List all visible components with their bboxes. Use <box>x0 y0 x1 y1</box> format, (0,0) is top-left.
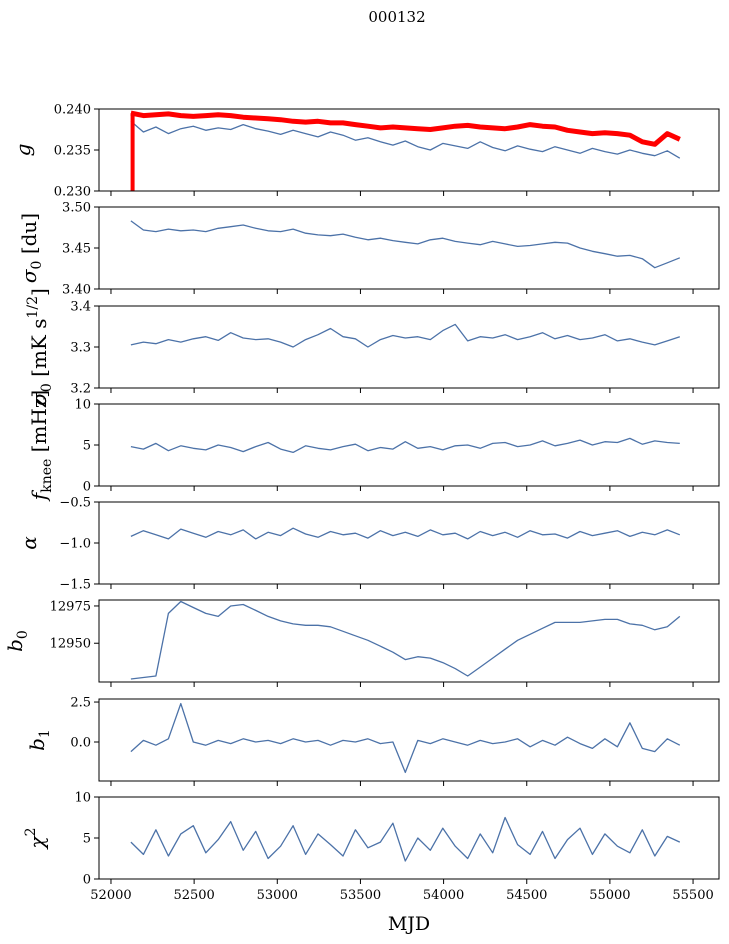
series-line-g <box>130 120 681 159</box>
x-tick-label: 54500 <box>506 888 547 903</box>
panel-7: 0 5 10 52000 52500 53000 53500 54000 54500 55000 5… <box>23 791 720 903</box>
y-tick-label: 3.40 <box>62 283 91 298</box>
y-tick-label: 3.2 <box>70 382 91 397</box>
y-axis-label: σ0 [du] <box>17 213 45 283</box>
y-axis-label: σ0 [mK s1/2] <box>25 288 55 406</box>
y-tick-label: −1.5 <box>59 578 91 593</box>
y-axis-label: g <box>11 144 35 157</box>
y-tick-label: 3.3 <box>70 341 91 356</box>
y-tick-label: 3.45 <box>62 242 91 257</box>
x-tick-label: 53000 <box>257 888 298 903</box>
y-tick-label: 0 <box>83 480 91 495</box>
y-tick-label: 12950 <box>50 637 91 652</box>
panel-4: −1.5 −1.0 −0.5 α <box>17 496 720 593</box>
x-tick-label: 53500 <box>340 888 381 903</box>
y-tick-label: 12975 <box>50 599 91 614</box>
series-line-chi2 <box>130 816 681 862</box>
series-line-b0 <box>130 600 681 680</box>
series-line-g-reference <box>130 110 681 147</box>
y-tick-label: 0.240 <box>54 103 91 118</box>
y-tick-label: 3.50 <box>62 201 91 216</box>
panel-frame <box>98 501 720 585</box>
x-tick-label: 54000 <box>423 888 464 903</box>
y-axis-label: b1 <box>25 729 53 751</box>
y-tick-label: 0.230 <box>54 185 91 200</box>
y-tick-label: 10 <box>74 791 91 806</box>
x-tick-label: 55500 <box>672 888 713 903</box>
panel-frame <box>98 599 720 683</box>
panel-frame <box>98 698 720 782</box>
y-tick-label: 2.5 <box>70 696 91 711</box>
series-line-alpha <box>130 527 681 540</box>
y-axis-label: α <box>17 536 41 550</box>
series-line-sigma0-du <box>130 220 681 269</box>
panel-0: 0.230 0.235 0.240 g <box>11 103 720 200</box>
series-line-b1 <box>130 702 681 774</box>
panel-5: 12950 12975 b0 <box>3 599 720 687</box>
series-line-fknee <box>130 437 680 454</box>
y-tick-label: −1.0 <box>59 537 91 552</box>
panel-2: 3.2 3.3 3.4 σ0 [mK s1/2] <box>25 288 720 406</box>
y-tick-label: 5 <box>83 832 91 847</box>
y-axis-label: χ2 <box>23 827 49 850</box>
panel-frame <box>98 796 720 880</box>
x-tick-label: 55000 <box>589 888 630 903</box>
y-axis-label: fknee [mHz] <box>27 390 55 502</box>
panel-frame <box>98 403 720 487</box>
y-tick-label: 5 <box>83 439 91 454</box>
panel-frame <box>98 108 720 192</box>
y-tick-label: −0.5 <box>59 496 91 511</box>
x-axis-label: MJD <box>388 913 430 935</box>
panel-frame <box>98 206 720 290</box>
y-tick-label: 10 <box>74 398 91 413</box>
y-tick-label: 0.235 <box>54 144 91 159</box>
x-tick-label: 52500 <box>173 888 214 903</box>
panel-6: 0.0 2.5 b1 <box>25 696 720 786</box>
y-axis-label: b0 <box>3 630 31 652</box>
chart-title: 000132 <box>368 8 425 26</box>
y-tick-label: 0 <box>83 873 91 888</box>
panel-frame <box>98 305 720 389</box>
panel-1: 3.40 3.45 3.50 σ0 [du] <box>17 201 720 298</box>
y-tick-label: 0.0 <box>70 735 91 750</box>
series-line-sigma0-mK <box>130 323 681 348</box>
panel-3: 0 5 10 fknee [mHz] <box>27 390 720 502</box>
y-tick-label: 3.4 <box>70 300 91 315</box>
x-tick-label: 52000 <box>90 888 131 903</box>
